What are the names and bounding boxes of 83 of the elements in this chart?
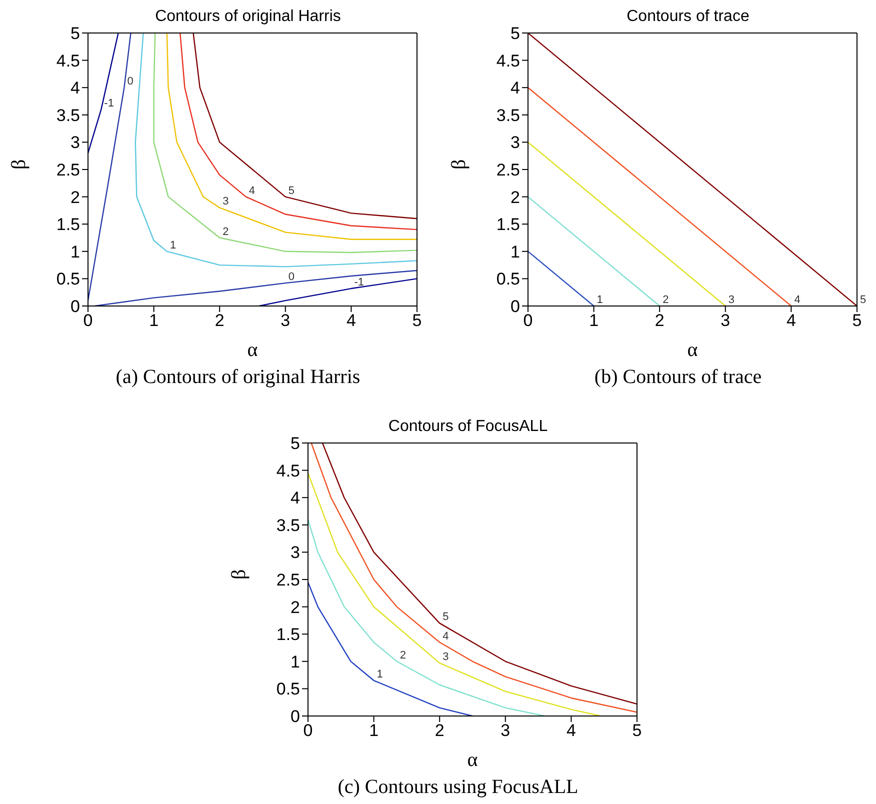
series-label: -1 [354,276,364,289]
y-tick-label: 4 [70,78,80,98]
x-tick-label: 2 [654,311,664,330]
x-tick-label: 2 [434,721,444,740]
y-tick-label: 5 [290,434,300,454]
x-tick-label: 5 [852,311,862,330]
y-tick-label: 2.5 [56,160,80,180]
y-tick-label: 4.5 [56,51,80,70]
x-tick-label: 0 [523,311,533,330]
y-tick-label: 2 [510,188,520,207]
y-tick-label: 3.5 [56,106,80,125]
x-tick-label: 3 [720,311,730,330]
series-label: 5 [442,611,449,624]
y-axis-title: β [228,569,250,580]
y-tick-label: 4.5 [496,51,520,70]
y-tick-label: 0.5 [56,270,80,289]
series-label: 3 [222,196,229,208]
line-series [308,518,546,716]
series-label: 4 [794,294,800,306]
y-tick-label: 0 [290,707,300,726]
series-label: 1 [596,294,603,306]
x-tick-label: 1 [589,311,599,330]
series-label: 1 [376,668,383,681]
y-tick-label: 2.5 [276,570,300,590]
line-series [88,33,132,302]
x-tick-label: 4 [786,311,796,330]
y-tick-label: 2 [290,598,300,617]
y-tick-label: 1.5 [56,215,80,234]
y-tick-label: 4.5 [276,461,300,480]
y-tick-label: 2 [70,188,80,207]
series-label: 4 [442,630,449,642]
series-label: -1 [104,97,114,110]
series-label: 5 [860,294,866,306]
y-tick-label: 4 [510,78,520,98]
series-label: 2 [662,294,669,306]
x-tick-label: 1 [369,721,379,740]
text: (a) Contours of original Harris [114,366,362,389]
y-tick-label: 3 [510,133,520,152]
x-tick-label: 5 [412,311,422,330]
series-label: 2 [400,649,406,662]
text: (b) Contours of trace [593,366,763,389]
y-tick-label: 1.5 [276,625,300,644]
y-tick-label: 0.5 [496,270,520,289]
y-tick-label: 3 [290,543,300,562]
x-tick-label: 4 [346,311,356,330]
y-tick-label: 0 [70,297,80,316]
y-tick-label: 3.5 [276,516,300,535]
y-tick-label: 4 [290,488,300,508]
x-tick-label: 2 [214,311,224,330]
y-tick-label: 1 [70,242,80,262]
line-series [308,472,602,716]
x-axis-title: α [247,339,258,361]
series-label: 0 [127,76,134,88]
x-axis-title: α [687,339,698,361]
series-label: 2 [222,226,229,238]
chart-title: Contours of original Harris [154,8,342,26]
x-tick-label: 4 [566,721,576,740]
y-tick-label: 1.5 [496,215,520,234]
y-tick-label: 1 [510,242,520,262]
text: (c) Contours using FocusALL [336,776,580,799]
series-label: 1 [170,239,176,252]
y-tick-label: 1 [290,652,300,672]
chart-title: Contours of trace [626,8,750,26]
y-tick-label: 3.5 [496,106,520,125]
x-tick-label: 1 [149,311,159,330]
y-tick-label: 5 [510,24,520,44]
x-tick-label: 5 [632,721,642,740]
y-axis-title: β [8,159,30,170]
x-axis-title: α [467,749,478,771]
y-tick-label: 3 [70,133,80,152]
y-tick-label: 0 [510,297,520,316]
line-series [94,270,417,306]
x-tick-label: 0 [303,721,313,740]
y-tick-label: 5 [70,24,80,44]
series-label: 3 [442,651,449,664]
y-tick-label: 0.5 [276,680,300,699]
series-label: 4 [248,184,256,197]
series-label: 3 [728,294,735,306]
chart-title: Contours of FocusALL [387,418,549,436]
x-tick-label: 0 [83,311,93,330]
line-series [308,582,474,716]
y-tick-label: 2.5 [496,160,520,180]
y-axis-title: β [448,159,470,170]
